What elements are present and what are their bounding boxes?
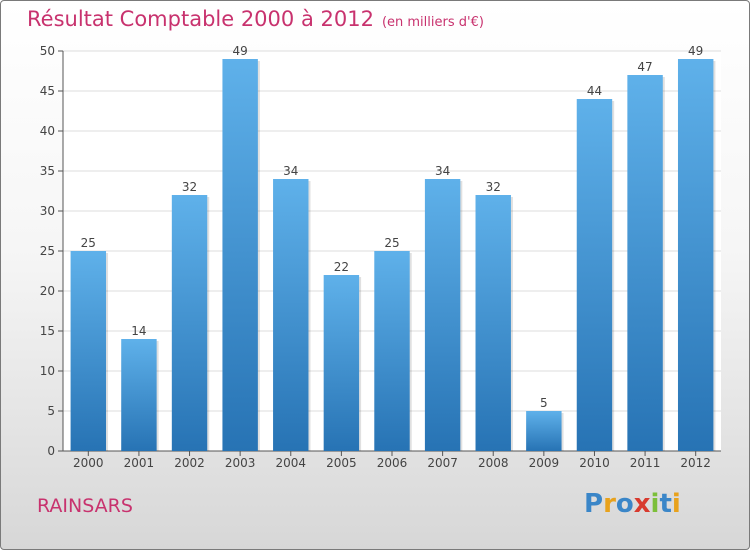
bar-2003 <box>222 59 258 451</box>
data-label: 32 <box>486 180 501 194</box>
bar-2009 <box>526 411 562 451</box>
logo-letter: x <box>633 489 651 519</box>
chart-title: Résultat Comptable 2000 à 2012 (en millie… <box>27 7 484 31</box>
y-tick-label: 35 <box>40 164 55 178</box>
bar-2012 <box>677 59 714 451</box>
y-tick-label: 0 <box>47 444 55 458</box>
data-label: 14 <box>131 324 146 338</box>
x-tick-label: 2012 <box>680 456 711 470</box>
data-label: 49 <box>233 44 248 58</box>
y-tick-label: 50 <box>40 44 55 58</box>
y-tick-label: 40 <box>40 124 55 138</box>
x-tick-label: 2001 <box>124 456 155 470</box>
logo-letter: o <box>615 489 634 519</box>
unit-label: (en milliers d'€) <box>381 15 484 30</box>
y-tick-label: 15 <box>40 324 55 338</box>
bar-2010 <box>576 99 613 451</box>
x-tick-label: 2009 <box>529 456 560 470</box>
data-label: 34 <box>435 164 450 178</box>
logo-letter: t <box>659 489 672 519</box>
y-tick-label: 10 <box>40 364 55 378</box>
data-label: 49 <box>688 44 703 58</box>
place-name: RAINSARS <box>37 495 133 517</box>
bar-2004 <box>273 179 309 451</box>
data-label: 25 <box>81 236 96 250</box>
logo-letter: r <box>603 489 616 519</box>
data-label: 22 <box>334 260 349 274</box>
x-tick-label: 2011 <box>630 456 661 470</box>
x-tick-label: 2005 <box>326 456 357 470</box>
data-label: 44 <box>587 84 602 98</box>
data-label: 25 <box>384 236 399 250</box>
bar-2001 <box>121 339 157 451</box>
x-tick-label: 2000 <box>73 456 104 470</box>
x-tick-label: 2006 <box>377 456 408 470</box>
data-label: 34 <box>283 164 298 178</box>
x-tick-label: 2010 <box>579 456 610 470</box>
bar-2005 <box>323 275 360 451</box>
logo-letter: i <box>650 489 660 519</box>
data-label: 47 <box>637 60 652 74</box>
proxiti-logo: Proxiti <box>584 489 681 519</box>
bar-2008 <box>475 195 511 451</box>
bar-2011 <box>627 75 663 451</box>
bar-2002 <box>171 195 208 451</box>
y-tick-label: 45 <box>40 84 55 98</box>
y-tick-label: 5 <box>47 404 55 418</box>
bar-2006 <box>374 251 410 451</box>
x-tick-label: 2004 <box>275 456 306 470</box>
x-tick-label: 2003 <box>225 456 256 470</box>
bar-2007 <box>424 179 461 451</box>
y-tick-label: 25 <box>40 244 55 258</box>
x-tick-label: 2002 <box>174 456 205 470</box>
y-tick-label: 30 <box>40 204 55 218</box>
data-label: 5 <box>540 396 548 410</box>
title-text: Résultat Comptable 2000 à 2012 <box>27 7 374 31</box>
bar-2000 <box>70 251 107 451</box>
logo-letter: P <box>584 489 604 519</box>
logo-letter: i <box>671 489 681 519</box>
x-tick-label: 2007 <box>427 456 458 470</box>
y-tick-label: 20 <box>40 284 55 298</box>
data-label: 32 <box>182 180 197 194</box>
x-tick-label: 2008 <box>478 456 509 470</box>
